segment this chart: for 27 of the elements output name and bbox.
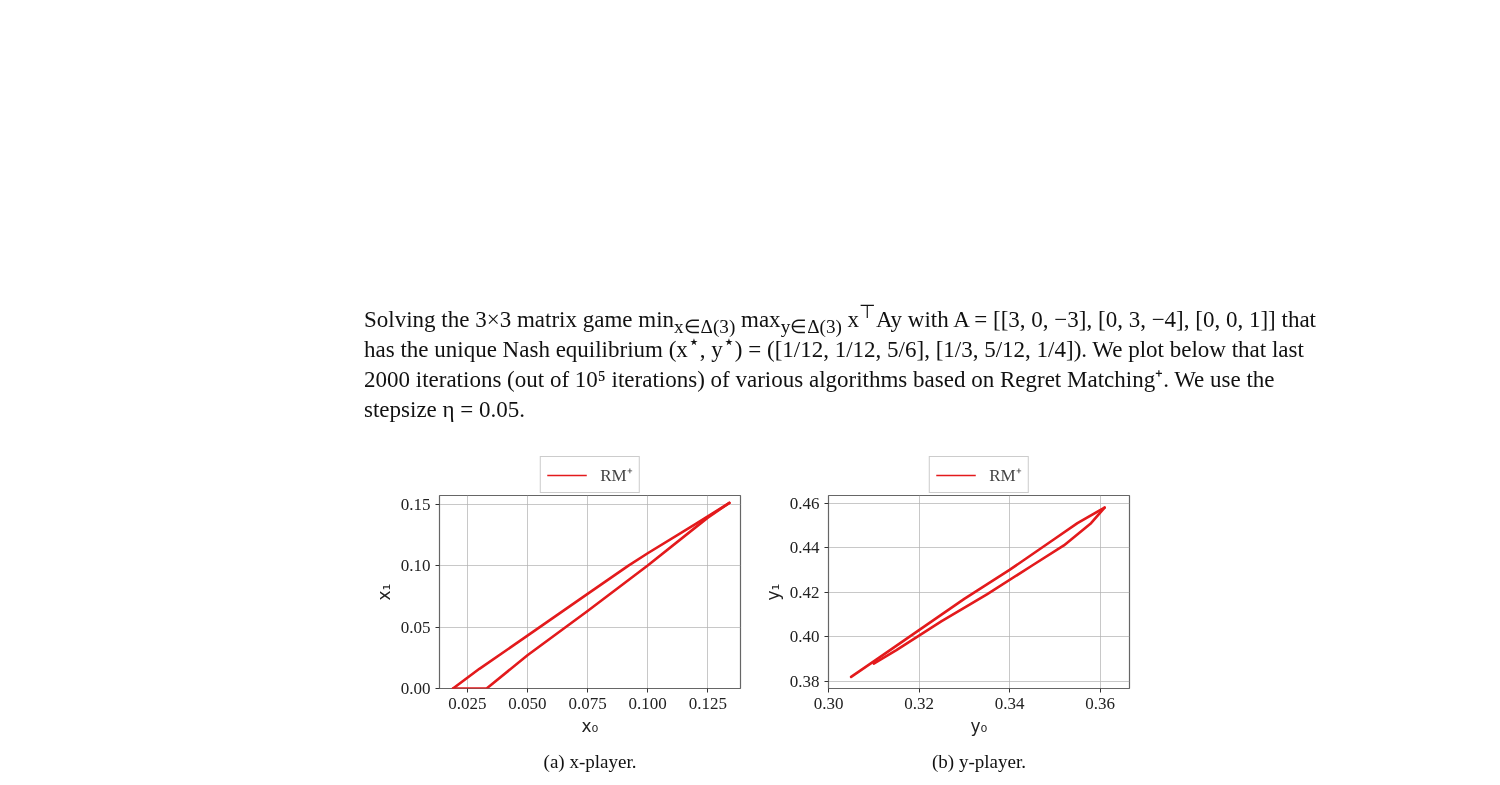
- y-tick-label: 0.44: [789, 538, 820, 558]
- text: Solving the 3×3 matrix game min$_{x∈Δ(3)}$ max$_{y∈Δ(3)}$ x$^{⊤}$Ay with A = [[3, 0, −3], [0, 3, −4], [0, 0, 1]] that has the unique Nash equilibrium (x$^{⋆}$, y$^{⋆}$) = ([1/12, 1/12, 5/6], [1/3, 5/12, 1/4]). We plot below that last 2000 iterations (out of 10⁵ iterations) of various algorithms based on Regret Matching⁺. We use the stepsize η = 0.05.: [364, 301, 1316, 422]
- text: (b) y-player.: [932, 750, 1026, 773]
- x-axis-title: y₀: [970, 715, 988, 736]
- y-axis-title: y₁: [762, 583, 783, 601]
- y-tick-label: 0.40: [789, 627, 820, 647]
- legend-label: RM⁺: [989, 465, 1022, 486]
- legend-label: RM⁺: [600, 465, 633, 486]
- x-tick-label: 0.025: [448, 693, 487, 713]
- y-axis-title: x₁: [373, 583, 394, 601]
- x-tick-label: 0.100: [628, 693, 667, 713]
- y-tick-label: 0.10: [400, 556, 431, 576]
- y-tick-label: 0.00: [400, 679, 431, 698]
- x-tick-label: 0.32: [904, 693, 934, 713]
- text: (a) x-player.: [543, 750, 637, 773]
- y-tick-label: 0.42: [789, 582, 820, 602]
- x-tick-label: 0.075: [568, 693, 607, 713]
- y-tick-label: 0.38: [789, 671, 820, 691]
- x-axis-title: x₀: [581, 715, 599, 736]
- y-tick-label: 0.05: [400, 617, 431, 637]
- x-tick-label: 0.34: [994, 693, 1025, 713]
- y-tick-label: 0.15: [400, 494, 431, 514]
- x-tick-label: 0.125: [688, 693, 727, 713]
- x-tick-label: 0.36: [1085, 693, 1115, 713]
- x-tick-label: 0.30: [813, 693, 844, 713]
- y-tick-label: 0.46: [789, 493, 820, 513]
- x-tick-label: 0.050: [508, 693, 547, 713]
